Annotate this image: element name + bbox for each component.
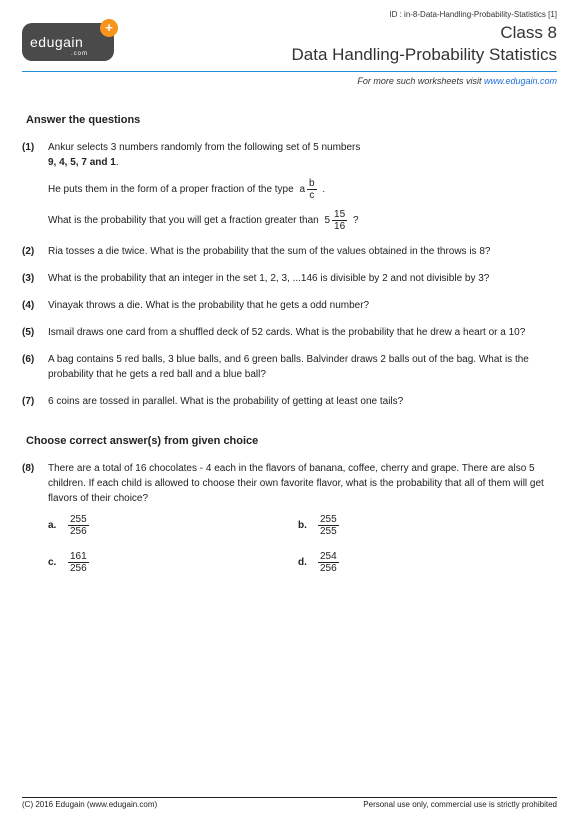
q1-line1: Ankur selects 3 numbers randomly from th…: [48, 142, 360, 153]
q8-text: There are a total of 16 chocolates - 4 e…: [48, 461, 557, 506]
question-body: What is the probability that an integer …: [48, 271, 557, 286]
choice-a: a. 255256: [48, 514, 178, 537]
question-body: Ria tosses a die twice. What is the prob…: [48, 244, 557, 259]
choice-d: d. 254256: [298, 551, 428, 574]
question-7: (7) 6 coins are tossed in parallel. What…: [22, 394, 557, 409]
fraction: 255256: [68, 514, 89, 537]
question-number: (2): [22, 244, 48, 259]
choice-grid: a. 255256 b. 255255 c. 161256 d. 254256: [48, 514, 428, 574]
frac-num: 15: [332, 209, 347, 220]
visit-prefix: For more such worksheets visit: [357, 76, 484, 86]
header: edugain .com + Class 8 Data Handling-Pro…: [22, 23, 557, 65]
question-body: Ismail draws one card from a shuffled de…: [48, 325, 557, 340]
q1-line4-pre: What is the probability that you will ge…: [48, 215, 321, 226]
logo-text: edugain: [30, 34, 83, 50]
question-8: (8) There are a total of 16 chocolates -…: [22, 461, 557, 574]
frac-den: 256: [68, 525, 89, 537]
frac-num: 255: [318, 514, 339, 525]
q1-numbers: 9, 4, 5, 7 and 1: [48, 157, 116, 168]
frac-den: c: [307, 189, 317, 201]
fraction: 255255: [318, 514, 339, 537]
worksheet-page: ID : in-8-Data-Handling-Probability-Stat…: [0, 0, 579, 574]
choice-b: b. 255255: [298, 514, 428, 537]
question-4: (4) Vinayak throws a die. What is the pr…: [22, 298, 557, 313]
choice-label: c.: [48, 555, 62, 570]
q1-line3-pre: He puts them in the form of a proper fra…: [48, 184, 296, 195]
footer-right: Personal use only, commercial use is str…: [363, 800, 557, 809]
frac-den: 16: [332, 220, 347, 232]
plus-icon: +: [100, 19, 118, 37]
choice-label: a.: [48, 518, 62, 533]
question-2: (2) Ria tosses a die twice. What is the …: [22, 244, 557, 259]
question-body: 6 coins are tossed in parallel. What is …: [48, 394, 557, 409]
question-list-2: (8) There are a total of 16 chocolates -…: [22, 461, 557, 574]
question-number: (8): [22, 461, 48, 574]
question-body: Vinayak throws a die. What is the probab…: [48, 298, 557, 313]
fraction: 161256: [68, 551, 89, 574]
subject-line: Data Handling-Probability Statistics: [291, 45, 557, 65]
q1-line4-post: ?: [353, 215, 359, 226]
choice-label: b.: [298, 518, 312, 533]
fraction: bc: [307, 178, 317, 201]
question-number: (3): [22, 271, 48, 286]
frac-num: 161: [68, 551, 89, 562]
footer: (C) 2016 Edugain (www.edugain.com) Perso…: [22, 797, 557, 809]
frac-whole: 5: [324, 213, 330, 228]
frac-whole: a: [299, 182, 305, 197]
choice-c: c. 161256: [48, 551, 178, 574]
mixed-fraction-5-15-16: 51516: [324, 209, 347, 232]
fraction: 254256: [318, 551, 339, 574]
question-number: (6): [22, 352, 48, 382]
question-3: (3) What is the probability that an inte…: [22, 271, 557, 286]
choice-label: d.: [298, 555, 312, 570]
question-6: (6) A bag contains 5 red balls, 3 blue b…: [22, 352, 557, 382]
question-number: (7): [22, 394, 48, 409]
worksheet-id: ID : in-8-Data-Handling-Probability-Stat…: [22, 10, 557, 19]
frac-den: 255: [318, 525, 339, 537]
question-1: (1) Ankur selects 3 numbers randomly fro…: [22, 140, 557, 232]
frac-num: b: [307, 178, 317, 189]
question-body: Ankur selects 3 numbers randomly from th…: [48, 140, 557, 232]
q1-line3-post: .: [322, 184, 325, 195]
question-list-1: (1) Ankur selects 3 numbers randomly fro…: [22, 140, 557, 409]
visit-link[interactable]: www.edugain.com: [484, 76, 557, 86]
fraction: 1516: [332, 209, 347, 232]
frac-den: 256: [68, 562, 89, 574]
visit-line: For more such worksheets visit www.eduga…: [22, 76, 557, 86]
section-choice-title: Choose correct answer(s) from given choi…: [26, 435, 557, 447]
q1-line2-suffix: .: [116, 157, 119, 168]
footer-left: (C) 2016 Edugain (www.edugain.com): [22, 800, 157, 809]
frac-num: 254: [318, 551, 339, 562]
section-answer-title: Answer the questions: [26, 114, 557, 126]
question-number: (5): [22, 325, 48, 340]
question-body: A bag contains 5 red balls, 3 blue balls…: [48, 352, 557, 382]
logo-dotcom: .com: [71, 51, 88, 57]
question-5: (5) Ismail draws one card from a shuffle…: [22, 325, 557, 340]
class-line: Class 8: [291, 23, 557, 43]
title-block: Class 8 Data Handling-Probability Statis…: [291, 23, 557, 65]
edugain-logo: edugain .com +: [22, 23, 114, 61]
header-rule: [22, 71, 557, 72]
frac-den: 256: [318, 562, 339, 574]
question-number: (1): [22, 140, 48, 232]
question-number: (4): [22, 298, 48, 313]
mixed-fraction-abc: abc: [299, 178, 316, 201]
frac-num: 255: [68, 514, 89, 525]
question-body: There are a total of 16 chocolates - 4 e…: [48, 461, 557, 574]
